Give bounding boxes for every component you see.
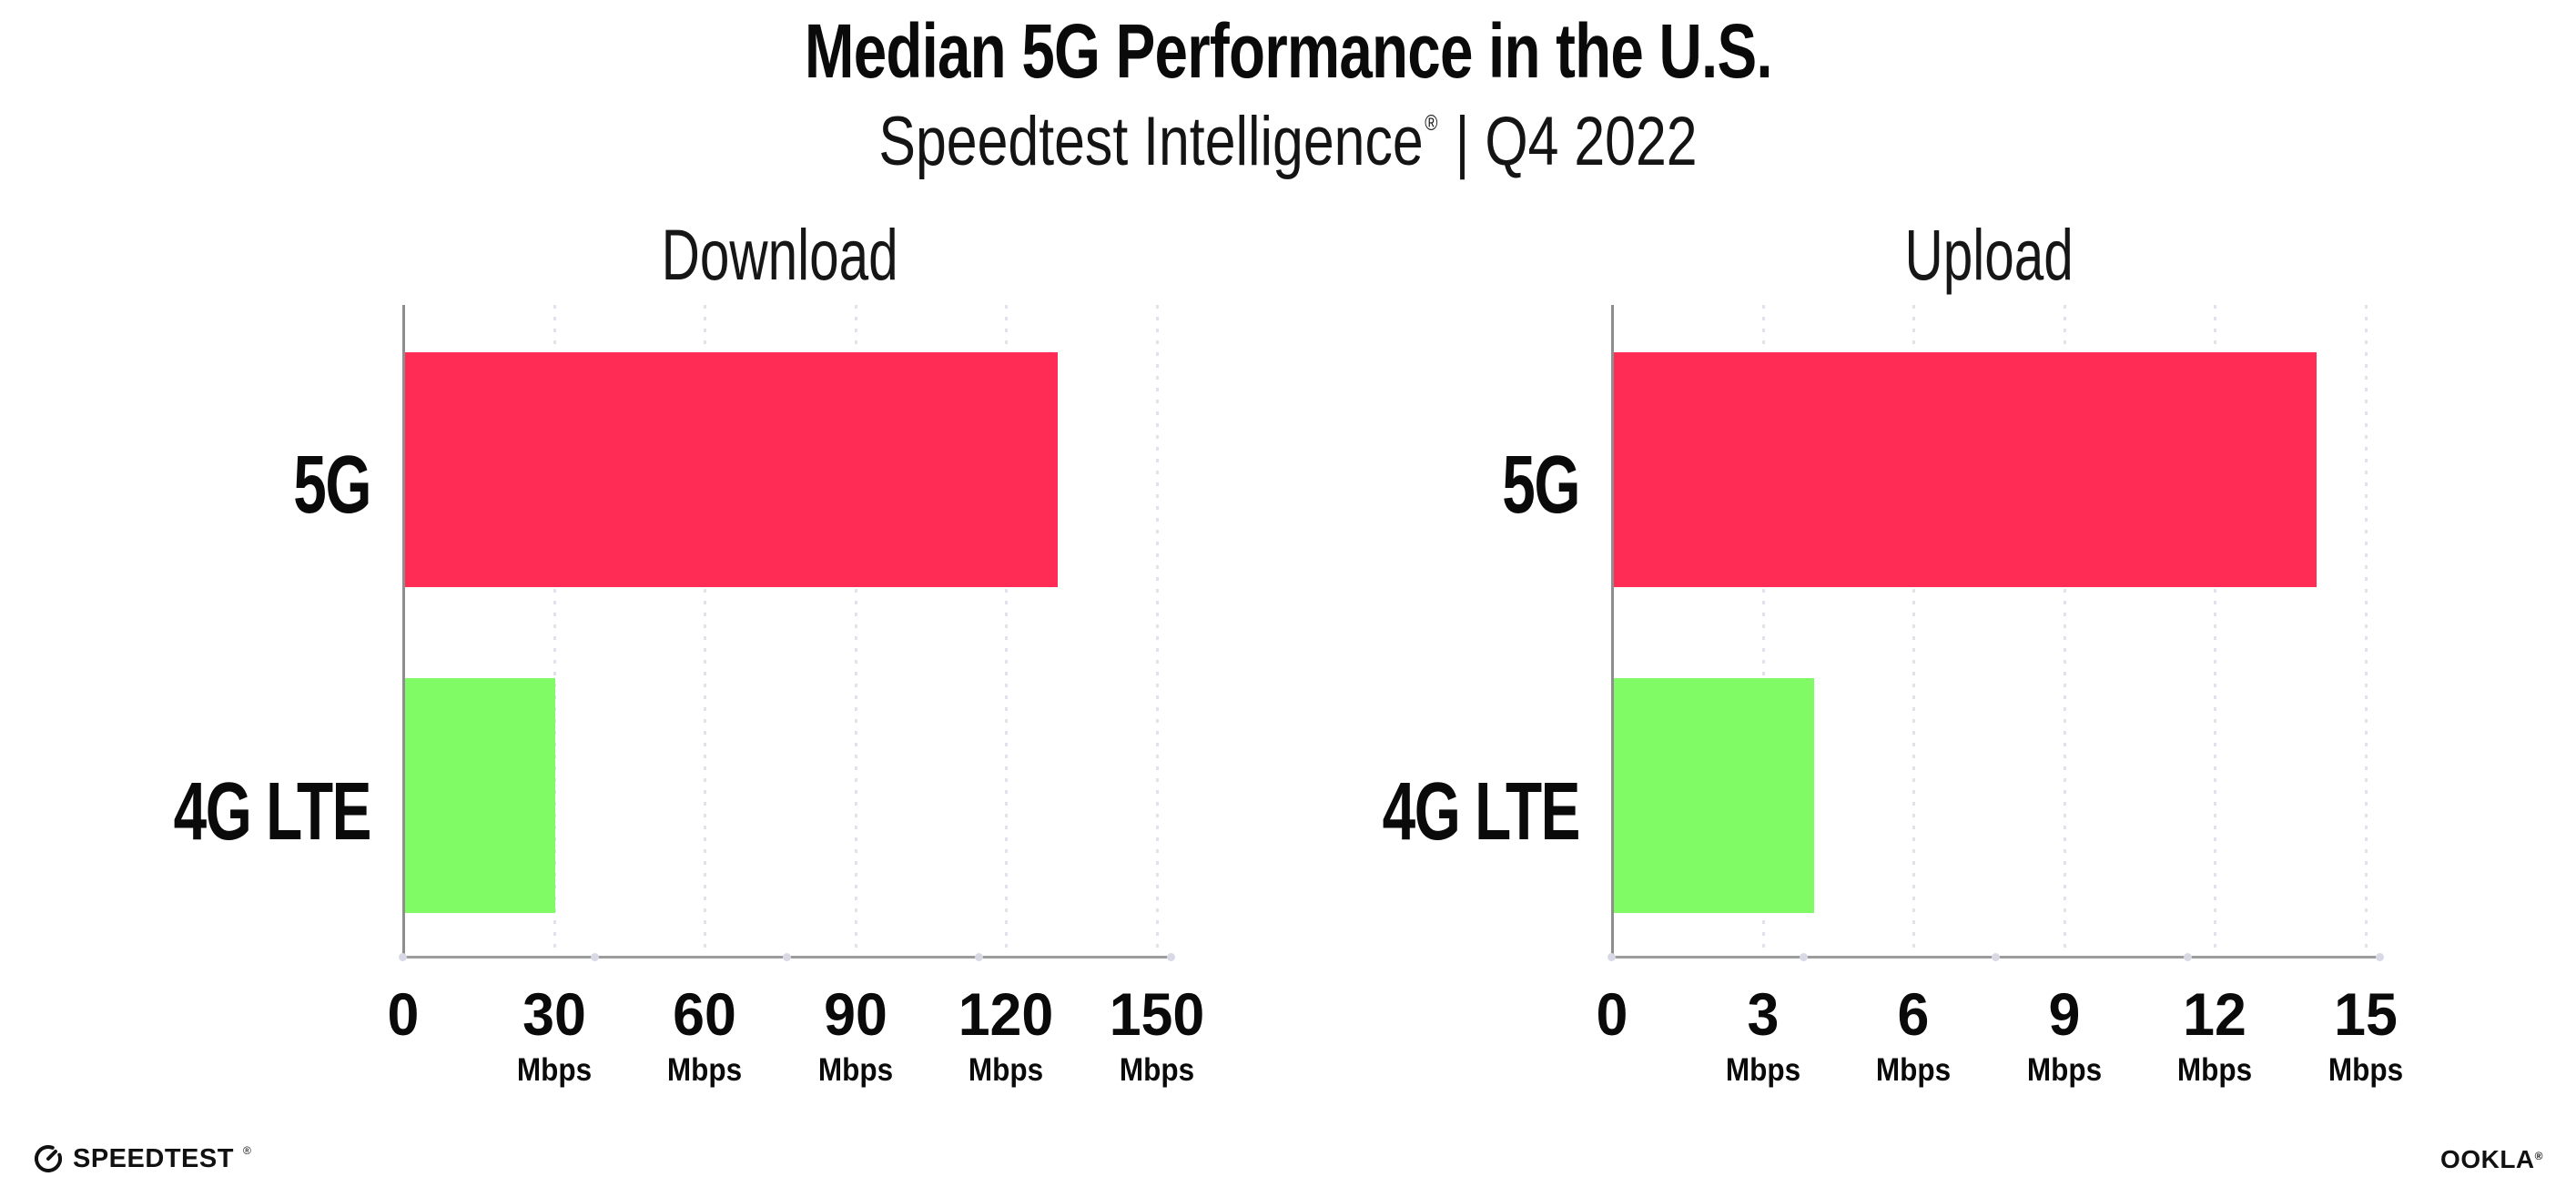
tick-unit-150: Mbps bbox=[1119, 1052, 1195, 1088]
axis-quarter-dot bbox=[591, 953, 599, 961]
tick-label-90: 90 bbox=[823, 980, 887, 1048]
gridline-6 bbox=[1912, 305, 1916, 956]
speedtest-registered-icon: ® bbox=[242, 1144, 251, 1157]
gridline-9 bbox=[2063, 305, 2066, 956]
gridline-12 bbox=[2214, 305, 2217, 956]
chart-subtitle: Speedtest Intelligence® | Q4 2022 bbox=[0, 102, 2576, 181]
gridline-120 bbox=[1005, 305, 1009, 956]
gridline-90 bbox=[854, 305, 857, 956]
tick-unit-15: Mbps bbox=[2328, 1052, 2404, 1088]
tick-unit-9: Mbps bbox=[2026, 1052, 2102, 1088]
tick-unit-6: Mbps bbox=[1876, 1052, 1952, 1088]
panel-title-text: Upload bbox=[1904, 214, 2074, 295]
tick-label-6: 6 bbox=[1897, 980, 1930, 1048]
row-label-download-5g: 5G bbox=[293, 440, 371, 531]
bar-download-5g bbox=[404, 352, 1058, 587]
gridline-60 bbox=[704, 305, 707, 956]
tick-label-15: 15 bbox=[2334, 980, 2398, 1048]
panel-title-download: Download bbox=[349, 218, 1212, 290]
row-label-upload-4g-lte: 4G LTE bbox=[1382, 766, 1581, 857]
speedtest-logo: SPEEDTEST ® bbox=[33, 1143, 251, 1174]
axis-quarter-dot bbox=[1992, 953, 2000, 961]
speedtest-gauge-icon bbox=[35, 1145, 62, 1172]
subtitle-period: | Q4 2022 bbox=[1455, 103, 1698, 180]
axis-quarter-dot bbox=[1167, 953, 1175, 961]
tick-label-0: 0 bbox=[387, 980, 420, 1048]
axis-quarter-dot bbox=[783, 953, 791, 961]
bar-upload-5g bbox=[1613, 352, 2317, 587]
speedtest-wordmark: SPEEDTEST bbox=[73, 1143, 234, 1173]
axis-quarter-dot bbox=[2376, 953, 2384, 961]
axis-quarter-dot bbox=[2184, 953, 2192, 961]
tick-label-3: 3 bbox=[1747, 980, 1780, 1048]
axis-quarter-dot bbox=[975, 953, 983, 961]
y-axis-line bbox=[1611, 305, 1614, 959]
tick-label-120: 120 bbox=[958, 980, 1054, 1048]
tick-label-60: 60 bbox=[673, 980, 737, 1048]
tick-unit-90: Mbps bbox=[817, 1052, 893, 1088]
page-title: Median 5G Performance in the U.S. bbox=[0, 7, 2576, 96]
bar-download-4g-lte bbox=[404, 678, 555, 913]
axis-quarter-dot bbox=[1800, 953, 1808, 961]
gridline-3 bbox=[1761, 305, 1765, 956]
tick-unit-12: Mbps bbox=[2177, 1052, 2253, 1088]
gridline-15 bbox=[2365, 305, 2368, 956]
tick-unit-120: Mbps bbox=[969, 1052, 1044, 1088]
bar-upload-4g-lte bbox=[1613, 678, 1814, 913]
tick-label-30: 30 bbox=[522, 980, 586, 1048]
tick-label-0: 0 bbox=[1596, 980, 1628, 1048]
gridline-30 bbox=[553, 305, 556, 956]
subtitle-brand: Speedtest Intelligence bbox=[878, 103, 1424, 180]
tick-label-150: 150 bbox=[1109, 980, 1205, 1048]
panel-title-upload: Upload bbox=[1557, 218, 2420, 290]
ookla-logo: OOKLA® bbox=[2440, 1145, 2543, 1174]
registered-mark-icon: ® bbox=[1425, 111, 1438, 136]
tick-unit-60: Mbps bbox=[667, 1052, 743, 1088]
row-label-download-4g-lte: 4G LTE bbox=[173, 766, 372, 857]
ookla-wordmark: OOKLA bbox=[2440, 1145, 2535, 1173]
tick-unit-3: Mbps bbox=[1725, 1052, 1800, 1088]
axis-quarter-dot bbox=[399, 953, 407, 961]
row-label-upload-5g: 5G bbox=[1502, 440, 1580, 531]
tick-label-9: 9 bbox=[2048, 980, 2081, 1048]
ookla-registered-icon: ® bbox=[2534, 1150, 2543, 1162]
axis-quarter-dot bbox=[1607, 953, 1616, 961]
chart-title: Median 5G Performance in the U.S. bbox=[804, 8, 1773, 94]
tick-unit-30: Mbps bbox=[516, 1052, 592, 1088]
gridline-150 bbox=[1156, 305, 1159, 956]
y-axis-line bbox=[402, 305, 405, 959]
tick-label-12: 12 bbox=[2183, 980, 2247, 1048]
panel-title-text: Download bbox=[662, 214, 898, 295]
